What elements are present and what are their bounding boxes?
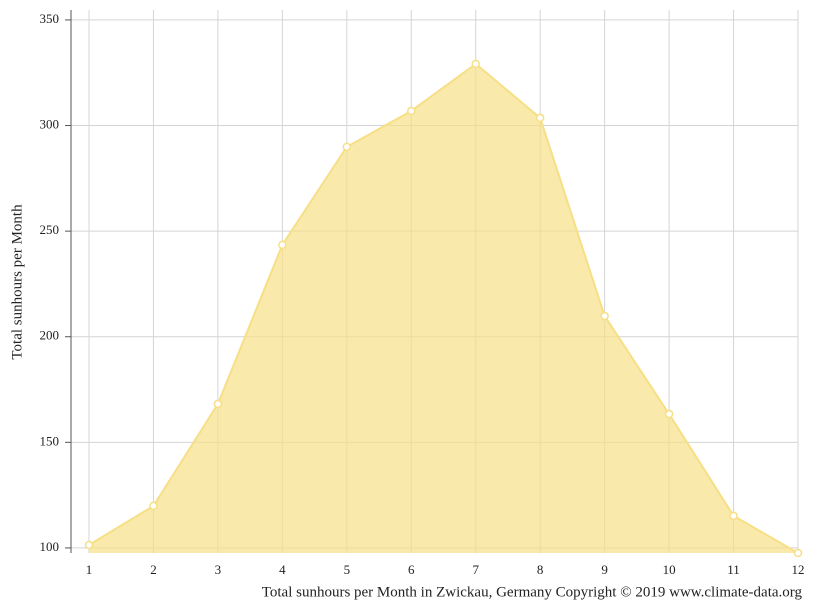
point (149, 501, 158, 511)
x-tick-label: 2 (150, 562, 157, 577)
x-tick-label: 9 (601, 562, 608, 577)
point (213, 399, 223, 409)
point (793, 548, 803, 558)
point (535, 113, 545, 123)
point (278, 240, 287, 250)
point (729, 511, 738, 521)
x-tick-label: 8 (537, 562, 544, 577)
chart-title: Total sunhours per Month in Zwickau, Ger… (262, 584, 803, 600)
point (664, 409, 674, 419)
x-tick-label: 6 (408, 562, 415, 577)
x-tick-label: 7 (472, 562, 479, 577)
x-tick-label: 12 (792, 562, 805, 577)
point (342, 142, 352, 152)
x-tick-label: 1 (86, 562, 93, 577)
y-axis-label: Total sunhours per Month (9, 204, 25, 360)
point (407, 106, 416, 116)
y-tick-label: 200 (40, 328, 60, 343)
x-tick-label: 4 (279, 562, 286, 577)
area (89, 63, 798, 553)
point (84, 540, 94, 550)
y-tick-label: 350 (40, 11, 60, 26)
point (600, 311, 609, 321)
x-tick-label: 3 (215, 562, 222, 577)
x-tick-label: 10 (663, 562, 676, 577)
x-tick-label: 11 (727, 562, 740, 577)
y-tick-label: 300 (40, 117, 60, 132)
x-tick-label: 5 (344, 562, 351, 577)
y-tick-label: 250 (40, 222, 60, 237)
line (88, 62, 799, 554)
y-tick-label: 100 (40, 539, 60, 554)
y-tick-label: 150 (40, 433, 60, 448)
point (471, 59, 480, 69)
